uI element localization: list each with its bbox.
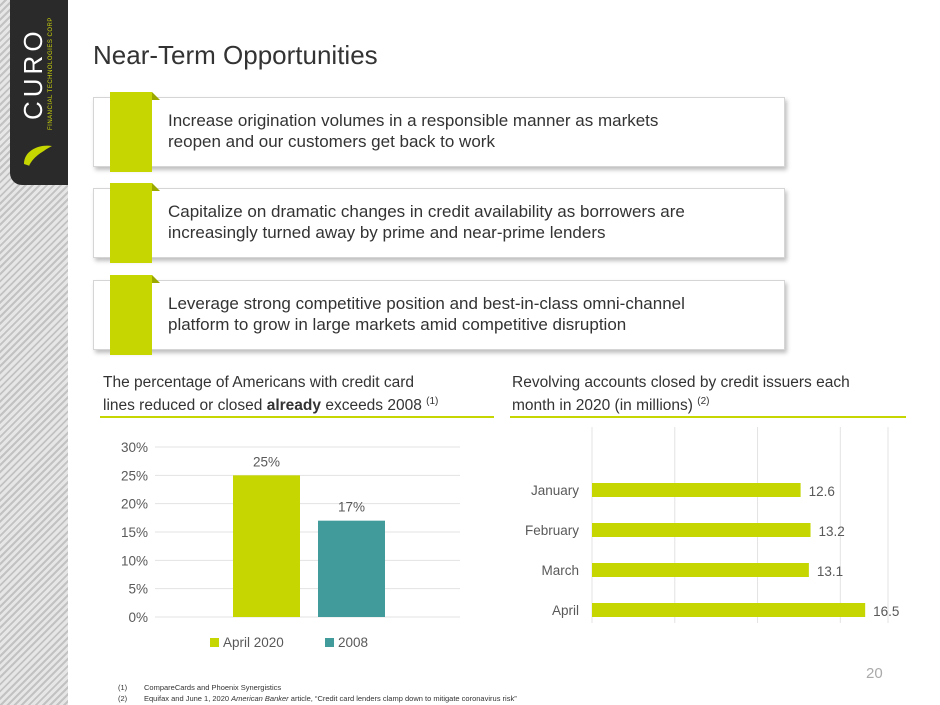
- footnote-text-part: Equifax and June 1, 2020: [144, 694, 232, 703]
- y-tick-label: 10%: [121, 553, 148, 568]
- bar-january: [592, 483, 801, 497]
- card-accent-tab: [110, 275, 160, 355]
- opportunity-card-3: Leverage strong competitive position and…: [93, 275, 785, 355]
- card-text-line: increasingly turned away by prime and ne…: [168, 223, 606, 242]
- y-tick-label: 20%: [121, 497, 148, 512]
- y-tick-label: 15%: [121, 525, 148, 540]
- heading-line: Revolving accounts closed by credit issu…: [512, 374, 850, 391]
- card-text-line: reopen and our customers get back to wor…: [168, 132, 495, 151]
- legend-swatch: [325, 638, 334, 647]
- footnote-text: CompareCards and Phoenix Synergistics: [144, 683, 282, 692]
- logo-wordmark: CURO: [18, 27, 48, 120]
- category-label: March: [541, 563, 579, 578]
- card-text: Leverage strong competitive position and…: [168, 293, 768, 335]
- y-tick-label: 25%: [121, 468, 148, 483]
- right-chart-heading: Revolving accounts closed by credit issu…: [512, 373, 850, 415]
- bar-2008: [318, 520, 385, 617]
- data-label: 12.6: [809, 484, 835, 499]
- bar-april: [592, 603, 866, 617]
- category-label: April: [552, 603, 579, 618]
- heading-text: month in 2020 (in millions): [512, 397, 698, 415]
- card-text-line: platform to grow in large markets amid c…: [168, 315, 627, 334]
- card-text: Increase origination volumes in a respon…: [168, 110, 768, 152]
- card-text-line: Increase origination volumes in a respon…: [168, 111, 659, 130]
- left-heading-rule: [100, 416, 494, 418]
- logo-leaf-icon: [24, 145, 52, 167]
- category-label: January: [531, 483, 579, 498]
- bar-march: [592, 563, 809, 577]
- heading-bold-text: already: [266, 397, 322, 415]
- legend-swatch: [210, 638, 219, 647]
- bar-april-2020: [233, 475, 300, 617]
- y-tick-label: 0%: [128, 610, 148, 625]
- logo-subtitle: FINANCIAL TECHNOLOGIES CORP: [48, 17, 54, 130]
- legend-label: April 2020: [223, 635, 284, 650]
- data-label: 13.1: [817, 564, 843, 579]
- right-heading-rule: [510, 416, 906, 418]
- data-label: 25%: [253, 454, 280, 469]
- heading-line: month in 2020 (in millions) (2): [512, 392, 850, 415]
- footnote-italic: American Banker: [231, 694, 289, 703]
- category-label: February: [525, 523, 579, 538]
- opportunity-card-1: Increase origination volumes in a respon…: [93, 92, 785, 172]
- heading-line: lines reduced or closed already exceeds …: [103, 392, 438, 415]
- footnote-ref: (1): [426, 396, 439, 407]
- footnote-ref: (2): [697, 396, 710, 407]
- bar-february: [592, 523, 811, 537]
- card-accent-tab: [110, 183, 160, 263]
- credit-lines-bar-chart: 0% 5% 10% 15% 20% 25% 30% 25% 17% April 2020 2008: [121, 440, 460, 650]
- y-tick-label: 5%: [128, 582, 148, 597]
- page-number: 20: [866, 665, 883, 682]
- footnote-text: Equifax and June 1, 2020 American Banker…: [144, 694, 517, 703]
- data-label: 13.2: [819, 524, 845, 539]
- left-chart-heading: The percentage of Americans with credit …: [103, 373, 438, 415]
- heading-line: The percentage of Americans with credit …: [103, 374, 415, 391]
- card-text-line: Leverage strong competitive position and…: [168, 294, 685, 313]
- card-text: Capitalize on dramatic changes in credit…: [168, 201, 768, 243]
- heading-text: exceeds 2008: [321, 397, 427, 415]
- footnote-number: (1): [118, 683, 128, 692]
- opportunity-card-2: Capitalize on dramatic changes in credit…: [93, 183, 785, 263]
- footnote-number: (2): [118, 694, 128, 703]
- card-accent-tab: [110, 92, 160, 172]
- heading-text: lines reduced or closed: [103, 397, 267, 415]
- legend-label: 2008: [338, 635, 368, 650]
- page-title: Near-Term Opportunities: [93, 40, 378, 70]
- data-label: 17%: [338, 500, 365, 515]
- closed-accounts-bar-chart: January 12.6 February 13.2 March 13.1 April 16.…: [525, 427, 899, 623]
- footnote-text-part: article, “Credit card lenders clamp down…: [288, 694, 517, 703]
- card-text-line: Capitalize on dramatic changes in credit…: [168, 202, 685, 221]
- y-tick-label: 30%: [121, 440, 148, 455]
- data-label: 16.5: [873, 604, 899, 619]
